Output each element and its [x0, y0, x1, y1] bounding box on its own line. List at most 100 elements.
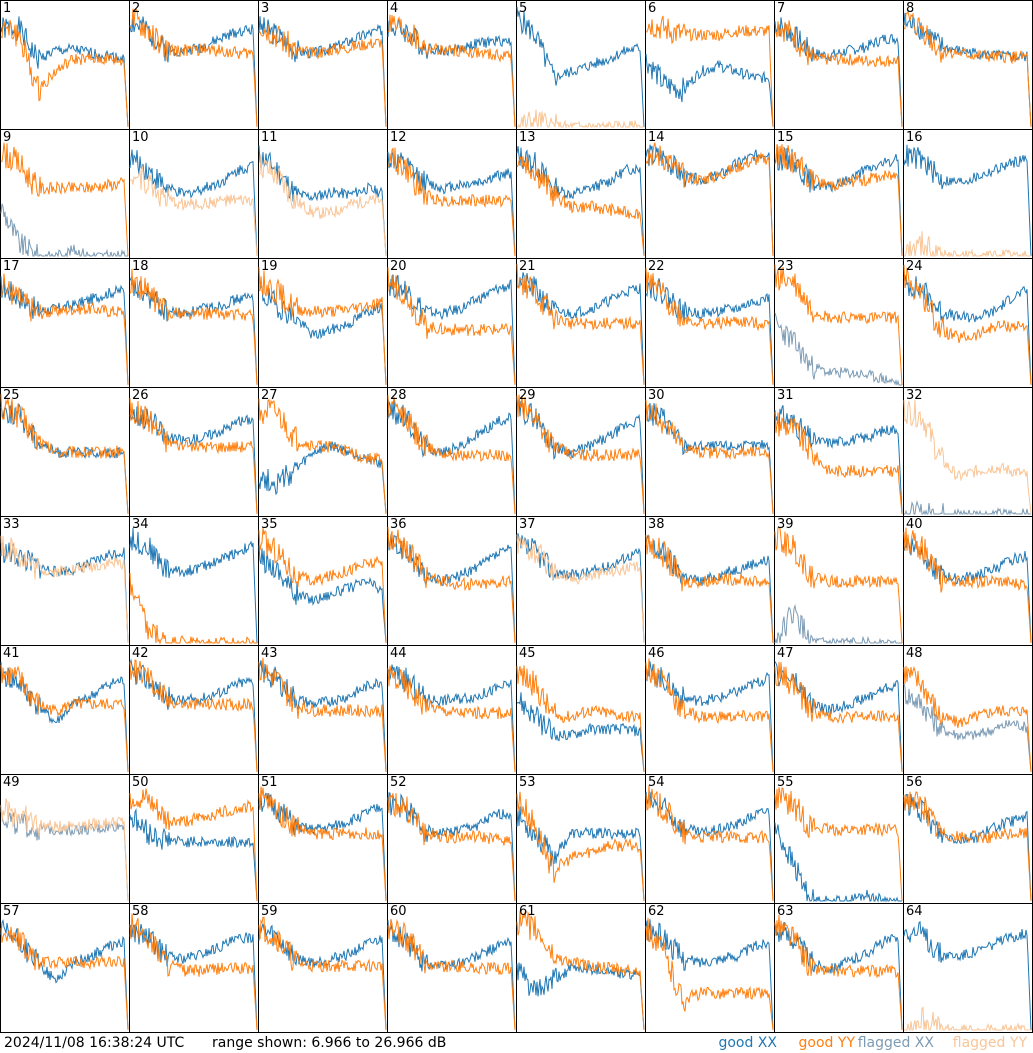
panel-44: 44 [387, 645, 517, 775]
series-yy-line [387, 267, 516, 386]
panel-frame [645, 0, 775, 130]
series-yy-line [774, 412, 903, 515]
panel-number: 8 [906, 1, 915, 16]
panel-plot [258, 258, 388, 388]
series-xx-line [645, 144, 774, 257]
panel-plot [516, 258, 646, 388]
panel-plot [774, 516, 904, 646]
panel-frame [258, 258, 388, 388]
series-yy-line [129, 8, 258, 128]
series-yy-line [0, 142, 129, 257]
panel-plot [516, 903, 646, 1033]
series-yy-line [129, 572, 257, 645]
panel-number: 32 [906, 388, 923, 403]
panel-frame [774, 774, 904, 904]
series-xx-line [903, 793, 1032, 902]
panel-number: 37 [519, 517, 536, 532]
panel-59: 59 [258, 903, 388, 1033]
series-xx-line [645, 534, 774, 644]
panel-number: 50 [132, 775, 149, 790]
panel-number: 19 [261, 259, 278, 274]
panel-31: 31 [774, 387, 904, 517]
panel-32: 32 [903, 387, 1033, 517]
panel-21: 21 [516, 258, 646, 388]
panel-plot [903, 129, 1033, 259]
panel-number: 12 [390, 130, 407, 145]
panel-number: 57 [3, 904, 20, 919]
panel-frame [774, 387, 904, 517]
series-xx-line [387, 400, 516, 515]
series-xx-line [258, 923, 387, 1031]
panel-plot [645, 645, 775, 775]
panel-plot [903, 0, 1033, 130]
panel-frame [0, 774, 130, 904]
panel-41: 41 [0, 645, 130, 775]
series-xx-line [0, 276, 129, 386]
panel-number: 4 [390, 1, 399, 16]
panel-number: 14 [648, 130, 665, 145]
panel-16: 16 [903, 129, 1033, 259]
series-xx-line [129, 149, 258, 257]
panel-frame [387, 516, 517, 646]
series-xx-line [516, 961, 645, 1031]
panel-number: 3 [261, 1, 270, 16]
panel-plot [129, 903, 259, 1033]
panel-11: 11 [258, 129, 388, 259]
panel-plot [516, 516, 646, 646]
panel-number: 43 [261, 646, 278, 661]
series-xx-line [774, 312, 902, 386]
panel-frame [516, 645, 646, 775]
panel-33: 33 [0, 516, 130, 646]
series-yy-line [645, 399, 774, 515]
series-xx-line [774, 17, 903, 128]
panel-frame [129, 129, 259, 259]
panel-14: 14 [645, 129, 775, 259]
panel-plot [387, 129, 517, 259]
panel-number: 56 [906, 775, 923, 790]
series-yy-line [903, 399, 1032, 515]
series-xx-line [516, 806, 645, 902]
series-yy-line [0, 394, 129, 515]
panel-number: 21 [519, 259, 536, 274]
panel-plot [0, 903, 130, 1033]
panel-plot [774, 0, 904, 130]
series-yy-line [645, 534, 774, 644]
panel-8: 8 [903, 0, 1033, 130]
panel-plot [387, 516, 517, 646]
panel-49: 49 [0, 774, 130, 904]
panel-number: 51 [261, 775, 278, 790]
series-yy-line [645, 142, 774, 257]
panel-number: 26 [132, 388, 149, 403]
series-xx-line [903, 274, 1032, 386]
series-yy-line [387, 665, 516, 773]
panel-27: 27 [258, 387, 388, 517]
panel-plot [0, 645, 130, 775]
panel-plot [645, 129, 775, 259]
panel-plot [129, 516, 259, 646]
panel-6: 6 [645, 0, 775, 130]
panel-number: 49 [3, 775, 20, 790]
panel-24: 24 [903, 258, 1033, 388]
panel-number: 39 [777, 517, 794, 532]
panel-number: 25 [3, 388, 20, 403]
panel-number: 13 [519, 130, 536, 145]
series-yy-line [516, 263, 645, 386]
panel-12: 12 [387, 129, 517, 259]
series-yy-line [129, 788, 258, 902]
series-yy-line [0, 926, 129, 1031]
panel-plot [387, 774, 517, 904]
panel-60: 60 [387, 903, 517, 1033]
series-xx-line [516, 6, 645, 128]
panel-number: 30 [648, 388, 665, 403]
series-xx-line [129, 16, 258, 128]
panel-plot [516, 387, 646, 517]
panel-number: 41 [3, 646, 20, 661]
panel-7: 7 [774, 0, 904, 130]
series-xx-line [258, 545, 387, 644]
series-xx-line [645, 53, 774, 128]
panel-number: 63 [777, 904, 794, 919]
panel-plot [258, 774, 388, 904]
series-yy-line [517, 109, 644, 129]
series-xx-line [387, 534, 516, 644]
panel-number: 60 [390, 904, 407, 919]
